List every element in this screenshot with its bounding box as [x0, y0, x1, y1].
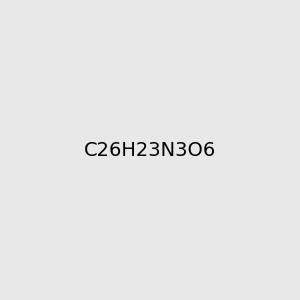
- Text: C26H23N3O6: C26H23N3O6: [84, 140, 216, 160]
